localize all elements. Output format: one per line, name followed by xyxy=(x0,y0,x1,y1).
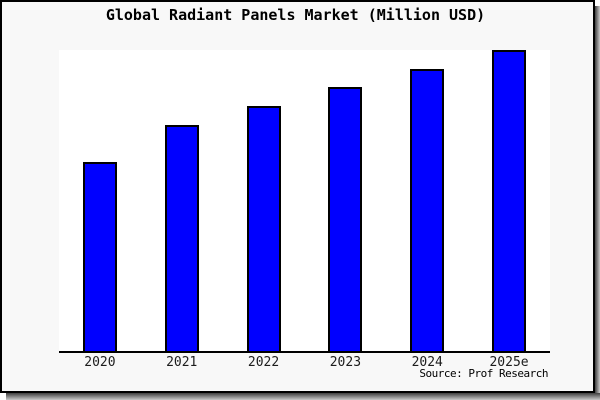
bar-2022 xyxy=(246,106,281,351)
bar-slot-2025e xyxy=(468,50,550,351)
x-tick-label-2024: 2024 xyxy=(411,355,443,370)
x-tick-label-2025e: 2025e xyxy=(489,355,529,370)
x-tick-label-2023: 2023 xyxy=(329,355,362,370)
bar-2023 xyxy=(328,87,363,351)
plot-area xyxy=(59,50,550,353)
bar-2021 xyxy=(164,124,199,351)
x-tick-label-2022: 2022 xyxy=(247,355,280,370)
chart-title: Global Radiant Panels Market (Million US… xyxy=(105,6,486,24)
x-tick-label-2020: 2020 xyxy=(84,355,116,370)
x-axis-tick-labels: 2020 2021 2022 2023 2024 2025e xyxy=(59,355,550,370)
bar-slot-2022 xyxy=(223,50,305,351)
bar-2024 xyxy=(410,68,445,351)
source-credit: Source: Prof Research xyxy=(419,367,548,380)
bar-slot-2024 xyxy=(386,50,468,351)
drop-shadow-right xyxy=(595,6,600,400)
bar-series xyxy=(59,50,550,351)
bar-slot-2021 xyxy=(141,50,223,351)
bar-slot-2020 xyxy=(59,50,141,351)
drop-shadow-bottom xyxy=(6,393,600,400)
bar-slot-2023 xyxy=(304,50,386,351)
x-tick-label-2021: 2021 xyxy=(166,355,198,370)
bar-2025e xyxy=(492,50,527,351)
bar-2020 xyxy=(82,161,117,351)
